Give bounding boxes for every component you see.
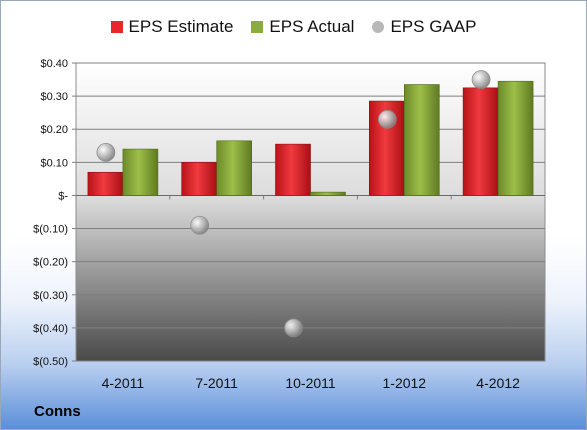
bar-eps-actual [310,191,346,196]
marker-eps-gaap [377,109,397,129]
bar-eps-actual [403,84,440,196]
y-tick-label: $(0.30) [33,290,68,302]
legend-item-estimate: EPS Estimate [110,17,234,37]
legend-label-actual: EPS Actual [269,17,355,36]
legend-label-gaap: EPS GAAP [390,17,477,36]
bars [87,80,534,196]
marker-eps-gaap [96,142,116,162]
legend-label-estimate: EPS Estimate [128,17,234,36]
x-tick-label: 1-2012 [383,375,427,391]
y-tick-label: $(0.20) [33,257,68,269]
x-tick-label: 4-2011 [102,375,145,391]
y-tick-label: $0.20 [40,124,68,136]
x-axis-ticks: 4-2011 7-2011 10-2011 1-2012 4-2012 [102,375,520,391]
legend-item-gaap: EPS GAAP [372,17,476,37]
marker-eps-gaap [190,215,210,235]
x-tick-label: 4-2012 [476,375,520,391]
bar-eps-estimate [275,143,311,196]
x-tick-label: 7-2011 [195,375,238,391]
bar-eps-estimate [87,171,124,196]
legend-item-actual: EPS Actual [251,17,354,37]
y-tick-label: $(0.10) [33,224,68,236]
bar-eps-actual [497,80,534,196]
x-tick-label: 10-2011 [285,375,336,391]
marker-eps-gaap [284,318,303,338]
legend-swatch-estimate [110,21,123,33]
y-tick-label: $0.30 [40,91,68,103]
bar-eps-actual [122,148,159,196]
bar-eps-estimate [462,87,499,196]
company-label: Conns [34,403,81,420]
gaap-markers [96,70,491,338]
legend-swatch-gaap [372,21,385,33]
y-tick-label: $0.10 [40,157,68,169]
y-axis-ticks: $0.40 $0.30 $0.20 $0.10 $- $(0.10) $(0.20) $(0.… [33,58,68,368]
y-tick-label: $- [58,190,68,202]
bar-eps-estimate [181,162,217,196]
legend: EPS Estimate EPS Actual EPS GAAP [1,17,586,37]
marker-eps-gaap [471,70,491,89]
y-tick-label: $(0.40) [33,323,68,335]
y-tick-label: $(0.50) [33,356,68,368]
y-tick-label: $0.40 [40,58,68,70]
legend-swatch-actual [251,21,264,33]
bar-eps-actual [216,140,252,196]
